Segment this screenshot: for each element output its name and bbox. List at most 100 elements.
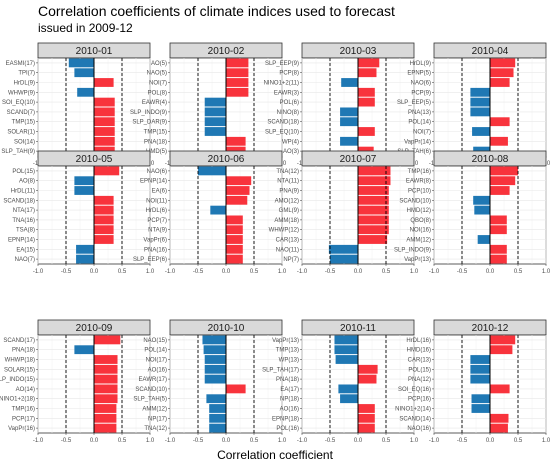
y-tick-label: SOI_EQ(16) — [398, 387, 431, 393]
y-tick-label: POL(14) — [408, 120, 431, 126]
bar — [358, 87, 375, 97]
x-tick-label: -0.5 — [61, 438, 72, 444]
x-tick-label: 0.5 — [118, 269, 127, 275]
y-tick-label: SCAND(7) — [7, 110, 35, 116]
x-tick-label: -0.5 — [61, 269, 72, 275]
bar — [202, 335, 226, 345]
bar — [226, 136, 246, 146]
bar — [94, 225, 114, 235]
y-tick-label: HMD(12) — [407, 208, 431, 214]
bar — [94, 355, 118, 364]
bar — [94, 384, 118, 394]
y-tick-label: NAO(7) — [15, 257, 35, 263]
bar — [94, 335, 121, 345]
panel-strip-label: 2010-05 — [76, 154, 113, 165]
bar — [470, 87, 490, 97]
bar — [94, 166, 120, 176]
bar — [340, 394, 358, 404]
y-tick-label: EA(17) — [280, 387, 299, 393]
bar — [330, 254, 358, 264]
x-tick-label: 1.0 — [410, 269, 419, 275]
y-tick-label: EPNP(5) — [407, 71, 431, 77]
x-axis-label: Correlation coefficient — [217, 448, 333, 462]
y-tick-label: SCAND(10) — [399, 198, 431, 204]
x-tick-label: 1.0 — [542, 269, 550, 275]
bar — [204, 374, 226, 384]
y-tick-label: SLP_TAH(5) — [133, 397, 167, 403]
bar — [94, 78, 114, 87]
y-tick-label: NP(17) — [148, 416, 167, 422]
bar — [490, 335, 516, 345]
panel-strip-label: 2010-09 — [76, 323, 113, 334]
bar — [94, 97, 115, 107]
bar — [490, 117, 510, 127]
x-tick-label: 0.0 — [222, 438, 231, 444]
bar — [490, 78, 510, 87]
y-tick-label: POL(8) — [148, 90, 167, 96]
y-tick-label: POL(6) — [280, 100, 299, 106]
bar — [226, 195, 248, 205]
y-tick-label: SLP_EEP(6) — [133, 257, 167, 263]
y-tick-label: EASMI(17) — [6, 61, 35, 67]
y-tick-label: PNA(18) — [12, 348, 35, 354]
y-tick-label: SLP_TAH(17) — [262, 367, 299, 373]
y-tick-label: AO(3) — [283, 149, 299, 155]
y-tick-label: NOI(7) — [149, 81, 167, 87]
y-tick-label: EPNP(18) — [272, 416, 299, 422]
y-tick-label: NTA(17) — [13, 208, 35, 214]
x-tick-label: 0.5 — [514, 269, 523, 275]
x-tick-label: -1.0 — [165, 269, 176, 275]
panel-strip-label: 2010-06 — [208, 154, 245, 165]
bar — [94, 195, 114, 205]
y-tick-label: EAWR(4) — [142, 100, 167, 106]
y-tick-label: TNA(16) — [12, 218, 35, 224]
bar — [473, 195, 490, 205]
y-tick-label: TMP(13) — [276, 348, 299, 354]
bar — [226, 87, 249, 97]
chart-title: Correlation coefficients of climate indi… — [38, 3, 395, 19]
y-tick-label: SLP_EEP(9) — [265, 61, 299, 67]
y-tick-label: SLP_INDO(15) — [0, 377, 35, 383]
y-tick-label: PCP(7) — [147, 218, 167, 224]
x-tick-label: 0.0 — [486, 438, 495, 444]
bar — [358, 97, 375, 107]
bar — [471, 404, 490, 413]
y-tick-label: EAWR(17) — [139, 377, 167, 383]
y-tick-label: WHWP(12) — [269, 228, 299, 234]
y-tick-label: AMM(12) — [406, 238, 431, 244]
y-tick-label: QBO(8) — [410, 218, 431, 224]
y-tick-label: TSA(8) — [16, 228, 35, 234]
y-tick-label: HrDL(11) — [11, 189, 35, 195]
x-tick-label: -0.5 — [457, 438, 468, 444]
bar — [204, 117, 226, 127]
bar — [334, 335, 358, 345]
bar — [338, 384, 358, 394]
y-tick-label: SCAND(18) — [3, 198, 35, 204]
y-tick-label: POL(15) — [12, 169, 35, 175]
y-tick-label: TMP(15) — [144, 130, 167, 136]
y-tick-label: NTA(9) — [148, 228, 167, 234]
bar — [204, 97, 226, 107]
x-tick-label: 0.0 — [486, 269, 495, 275]
y-tick-label: PCP(17) — [12, 416, 35, 422]
bar — [226, 215, 243, 225]
bar — [328, 244, 358, 254]
y-tick-label: POL(14) — [144, 348, 167, 354]
bar — [94, 364, 118, 374]
y-tick-label: WP(4) — [282, 139, 299, 145]
y-tick-label: SCAND(10) — [135, 387, 167, 393]
y-tick-label: AMM(12) — [142, 407, 167, 413]
bar — [470, 374, 490, 384]
y-tick-label: POL(15) — [408, 367, 431, 373]
x-tick-label: 1.0 — [146, 269, 155, 275]
panel-2010-01: 2010-01 EASMI(17) TPI(7) HrDL(9) WHWP(9) SOI_… — [1, 42, 155, 167]
bar — [490, 384, 510, 394]
y-tick-label: SOLAR(1) — [7, 130, 35, 136]
bar — [226, 235, 243, 244]
bar — [226, 78, 249, 87]
bar — [358, 205, 389, 215]
y-tick-label: AO(16) — [280, 407, 299, 413]
bar — [204, 355, 226, 364]
y-tick-label: NOI(11) — [146, 198, 167, 204]
bar — [204, 364, 226, 374]
